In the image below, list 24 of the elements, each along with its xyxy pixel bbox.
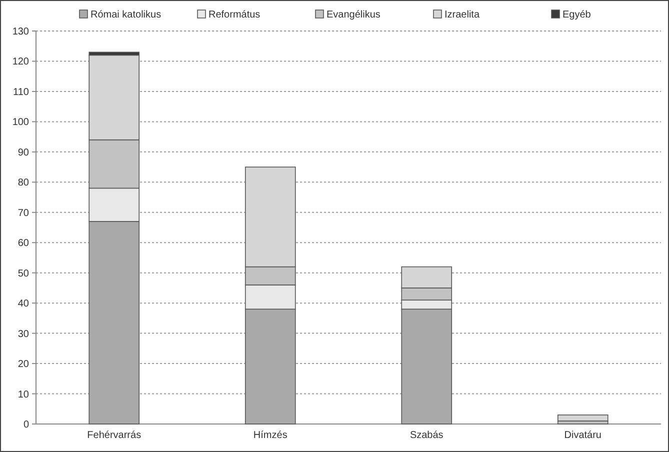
y-tick-label: 40 bbox=[18, 298, 30, 310]
legend-label: Református bbox=[208, 10, 260, 20]
y-tick-label: 70 bbox=[18, 208, 30, 219]
x-tick-label: Divatáru bbox=[564, 430, 602, 441]
y-tick-label: 120 bbox=[12, 56, 30, 68]
legend-label: Egyéb bbox=[562, 10, 592, 20]
legend-label: Római katolikus bbox=[90, 10, 162, 20]
y-tick-label: 80 bbox=[18, 178, 30, 189]
y-tick-label: 0 bbox=[23, 420, 30, 430]
legend-label: Evangélikus bbox=[326, 10, 380, 20]
y-tick-label: 30 bbox=[18, 328, 30, 340]
y-tick-label: 130 bbox=[12, 26, 30, 38]
bar bbox=[557, 414, 608, 422]
y-tick-label: 50 bbox=[18, 268, 30, 280]
x-tick-label: Fehérvarrás bbox=[87, 430, 142, 441]
x-tick-label: Hímzés bbox=[253, 430, 288, 441]
y-tick-label: 60 bbox=[18, 238, 30, 250]
y-tick-label: 110 bbox=[13, 86, 30, 98]
legend-label: Izraelita bbox=[444, 10, 480, 20]
y-tick-label: 100 bbox=[12, 117, 30, 128]
y-tick-label: 90 bbox=[18, 147, 30, 158]
y-tick-label: 10 bbox=[18, 389, 30, 400]
x-tick-label: Szabás bbox=[410, 430, 444, 441]
y-tick-label: 20 bbox=[18, 359, 30, 370]
